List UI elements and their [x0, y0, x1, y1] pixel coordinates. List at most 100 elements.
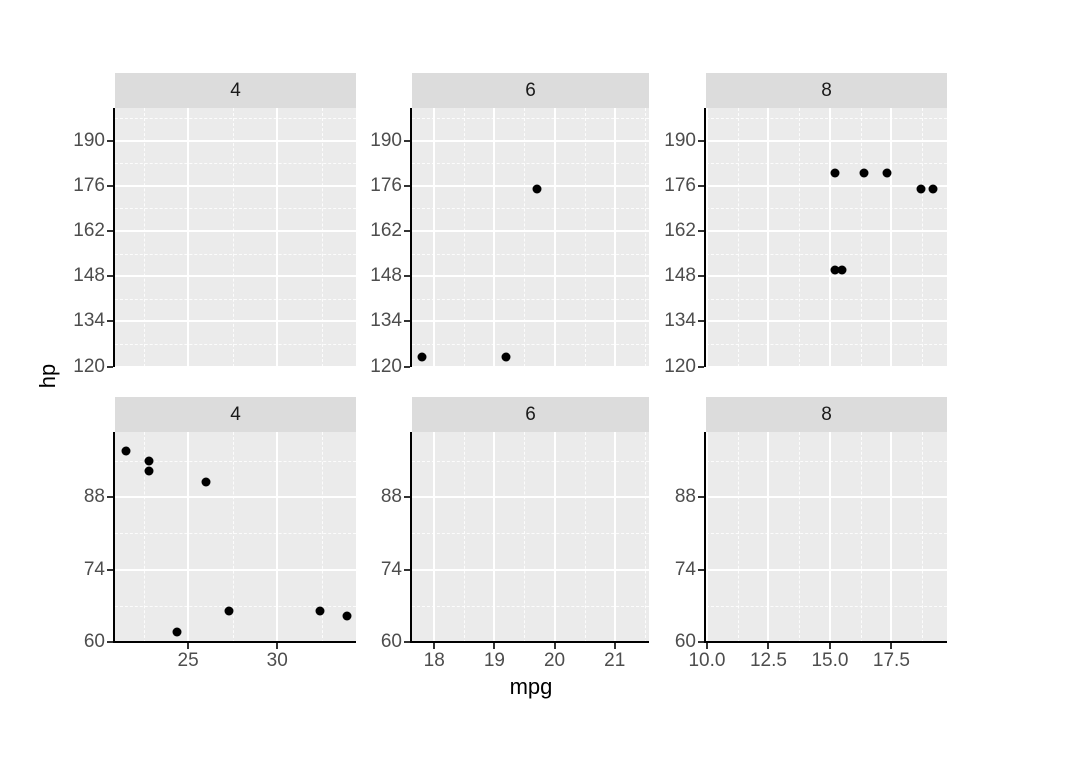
facet-panel: [115, 432, 356, 643]
y-tick-mark: [107, 184, 113, 187]
y-tick-mark: [698, 365, 704, 368]
y-tick-label: 190: [664, 129, 696, 151]
y-axis-line: [704, 432, 706, 643]
major-gridline-y: [706, 496, 947, 499]
minor-gridline-x: [799, 108, 801, 367]
minor-gridline-x: [644, 432, 646, 643]
facet-strip-label: 4: [230, 403, 241, 425]
data-point: [315, 606, 325, 616]
minor-gridline-y: [412, 253, 649, 255]
facet-panel: [115, 108, 356, 367]
major-gridline-x: [493, 108, 496, 367]
x-tick-label: 17.5: [872, 650, 910, 671]
minor-gridline-y: [412, 533, 649, 535]
y-tick-mark: [107, 275, 113, 278]
y-tick-mark: [404, 365, 410, 368]
facet-strip: 6: [412, 73, 649, 108]
minor-gridline-y: [706, 533, 947, 535]
minor-gridline-y: [706, 118, 947, 119]
minor-gridline-x: [232, 108, 234, 367]
major-gridline-x: [493, 432, 496, 643]
data-point: [916, 184, 926, 194]
y-tick-label: 60: [674, 630, 696, 652]
y-tick-label: 134: [73, 310, 105, 332]
y-tick-label: 176: [370, 174, 402, 196]
minor-gridline-y: [115, 460, 356, 462]
minor-gridline-y: [412, 344, 649, 346]
major-gridline-x: [187, 432, 190, 643]
y-tick-label: 190: [73, 129, 105, 151]
minor-gridline-y: [115, 344, 356, 346]
y-tick-label: 60: [83, 630, 105, 652]
x-tick-label: 15.0: [811, 650, 849, 671]
minor-gridline-x: [799, 432, 801, 643]
data-point: [830, 265, 840, 275]
minor-gridline-y: [706, 460, 947, 462]
x-tick-mark: [705, 643, 708, 649]
y-tick-label: 120: [370, 355, 402, 377]
major-gridline-y: [115, 184, 356, 187]
facet-panel: [412, 432, 649, 643]
y-axis-line: [410, 108, 412, 367]
major-gridline-y: [115, 275, 356, 278]
y-tick-mark: [404, 320, 410, 323]
y-tick-mark: [698, 230, 704, 233]
major-gridline-y: [706, 365, 947, 367]
y-tick-label: 88: [83, 486, 105, 508]
facet-panel: [706, 108, 947, 367]
major-gridline-y: [412, 139, 649, 142]
major-gridline-y: [706, 568, 947, 571]
x-tick-mark: [828, 643, 831, 649]
minor-gridline-x: [464, 432, 466, 643]
major-gridline-y: [412, 184, 649, 187]
facet-strip-label: 6: [525, 79, 536, 101]
facet-strip: 8: [706, 73, 947, 108]
y-tick-mark: [404, 139, 410, 142]
minor-gridline-y: [412, 605, 649, 607]
major-gridline-y: [412, 320, 649, 323]
y-tick-mark: [698, 640, 704, 643]
major-gridline-x: [433, 108, 436, 367]
minor-gridline-y: [115, 118, 356, 119]
y-tick-mark: [107, 320, 113, 323]
y-tick-mark: [404, 275, 410, 278]
major-gridline-y: [115, 230, 356, 233]
minor-gridline-x: [584, 108, 586, 367]
minor-gridline-y: [706, 208, 947, 210]
y-tick-label: 148: [370, 265, 402, 287]
minor-gridline-x: [737, 432, 739, 643]
y-tick-mark: [107, 139, 113, 142]
major-gridline-y: [115, 365, 356, 367]
major-gridline-x: [706, 432, 708, 643]
x-axis-title: mpg: [509, 674, 553, 699]
major-gridline-y: [706, 184, 947, 187]
facet-strip-label: 8: [821, 403, 832, 425]
y-tick-label: 162: [664, 220, 696, 242]
data-point: [532, 184, 541, 194]
major-gridline-y: [706, 230, 947, 233]
major-gridline-y: [706, 139, 947, 142]
x-tick-mark: [767, 643, 770, 649]
x-tick-label: 20: [543, 650, 566, 671]
minor-gridline-y: [706, 163, 947, 165]
major-gridline-x: [276, 108, 279, 367]
y-tick-label: 190: [370, 129, 402, 151]
data-point: [172, 627, 182, 637]
major-gridline-y: [115, 568, 356, 571]
y-tick-mark: [404, 496, 410, 499]
minor-gridline-x: [232, 432, 234, 643]
major-gridline-y: [412, 230, 649, 233]
major-gridline-x: [890, 432, 893, 643]
minor-gridline-y: [706, 253, 947, 255]
data-point: [830, 168, 840, 178]
y-tick-label: 162: [370, 220, 402, 242]
y-tick-mark: [107, 496, 113, 499]
data-point: [417, 352, 427, 362]
y-tick-mark: [107, 365, 113, 368]
data-point: [342, 611, 352, 621]
minor-gridline-x: [860, 108, 862, 367]
data-point: [224, 606, 234, 616]
minor-gridline-x: [524, 432, 526, 643]
minor-gridline-y: [412, 163, 649, 165]
